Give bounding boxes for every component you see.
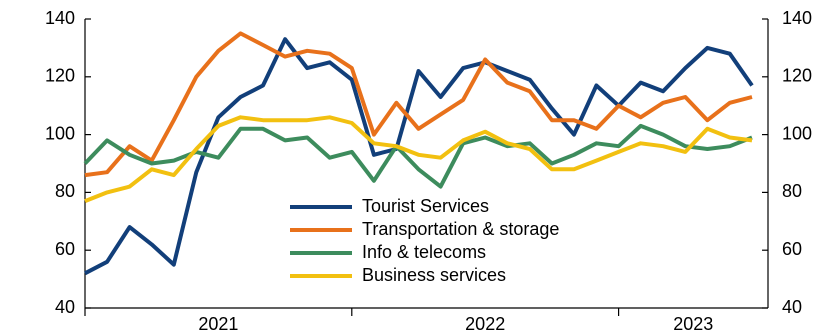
y-tick-label: 100: [45, 123, 75, 143]
y2-tick-label: 120: [782, 66, 812, 86]
x-tick-label: 2022: [465, 314, 505, 334]
series-line: [84, 37, 754, 276]
legend-label: Transportation & storage: [362, 219, 559, 239]
x-tick-label: 2021: [198, 314, 238, 334]
series-line: [84, 31, 753, 178]
x-tick-label: 2023: [673, 314, 713, 334]
legend-label: Business services: [362, 265, 506, 285]
y2-tick-label: 40: [782, 297, 802, 317]
legend-label: Tourist Services: [362, 196, 489, 216]
y-tick-label: 120: [45, 66, 75, 86]
y-tick-label: 40: [55, 297, 75, 317]
y2-tick-label: 60: [782, 239, 802, 259]
legend-label: Info & telecoms: [362, 242, 486, 262]
y-tick-label: 80: [55, 181, 75, 201]
y-tick-label: 60: [55, 239, 75, 259]
y-tick-label: 140: [45, 8, 75, 28]
series-line: [84, 115, 753, 203]
y2-tick-label: 80: [782, 181, 802, 201]
y2-tick-label: 100: [782, 123, 812, 143]
y2-tick-label: 140: [782, 8, 812, 28]
